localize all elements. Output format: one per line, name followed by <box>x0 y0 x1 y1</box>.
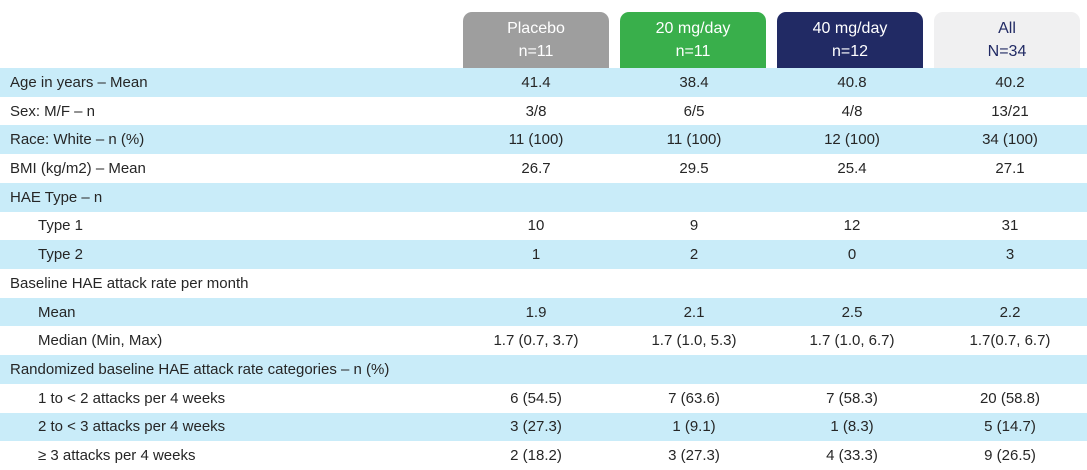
cell-20mg: 2 <box>689 246 699 264</box>
table-row-type1: Type 1 10 9 12 31 <box>0 212 1087 241</box>
column-subtitle: n=11 <box>518 43 554 60</box>
column-header-all: All N=34 <box>934 12 1080 68</box>
table-row-type2: Type 2 1 2 0 3 <box>0 240 1087 270</box>
cell-all: 31 <box>1001 217 1019 235</box>
cell-all: 27.1 <box>995 160 1025 178</box>
column-title: Placebo <box>507 20 565 37</box>
cell-placebo: 1.7 (0.7, 3.7) <box>493 332 579 350</box>
column-title: All <box>998 20 1016 37</box>
cell-placebo: 26.7 <box>521 160 551 178</box>
cell-20mg: 29.5 <box>679 160 709 178</box>
cell-all: 20 (58.8) <box>979 389 1041 407</box>
table-row-1to2-attacks: 1 to < 2 attacks per 4 weeks 6 (54.5) 7 … <box>0 384 1087 413</box>
table-row-race: Race: White – n (%) 11 (100) 11 (100) 12… <box>0 125 1087 155</box>
cell-placebo: 1.9 <box>525 303 547 321</box>
row-label: Type 2 <box>38 246 84 264</box>
cell-40mg: 2.5 <box>841 303 863 321</box>
row-label: BMI (kg/m2) – Mean <box>10 160 146 178</box>
table-row-2to3-attacks: 2 to < 3 attacks per 4 weeks 3 (27.3) 1 … <box>0 412 1087 442</box>
cell-20mg: 11 (100) <box>666 131 722 149</box>
cell-placebo: 3/8 <box>525 102 547 120</box>
column-headers: Placebo n=11 20 mg/day n=11 40 mg/day n=… <box>0 12 1087 68</box>
cell-40mg: 12 <box>843 217 861 235</box>
row-label: Baseline HAE attack rate per month <box>10 274 249 292</box>
table-row-median: Median (Min, Max) 1.7 (0.7, 3.7) 1.7 (1.… <box>0 326 1087 355</box>
cell-all: 1.7(0.7, 6.7) <box>969 332 1051 350</box>
cell-all: 40.2 <box>995 73 1025 91</box>
table-row-mean: Mean 1.9 2.1 2.5 2.2 <box>0 297 1087 327</box>
cell-all: 13/21 <box>991 102 1029 120</box>
cell-40mg: 40.8 <box>837 73 867 91</box>
table-row-bmi: BMI (kg/m2) – Mean 26.7 29.5 25.4 27.1 <box>0 154 1087 183</box>
cell-placebo: 41.4 <box>521 73 551 91</box>
column-title: 20 mg/day <box>655 20 731 37</box>
column-subtitle: n=12 <box>831 43 869 60</box>
cell-placebo: 6 (54.5) <box>510 389 562 407</box>
cell-placebo: 3 (27.3) <box>510 418 562 436</box>
row-label: Sex: M/F – n <box>10 102 96 120</box>
cell-all: 5 (14.7) <box>984 418 1036 436</box>
row-label: Median (Min, Max) <box>38 332 163 350</box>
row-label: 1 to < 2 attacks per 4 weeks <box>38 389 226 407</box>
cell-all: 3 <box>1005 246 1015 264</box>
row-label: HAE Type – n <box>10 188 103 206</box>
cell-20mg: 1.7 (1.0, 5.3) <box>651 332 737 350</box>
cell-placebo: 10 <box>527 217 545 235</box>
row-label: Randomized baseline HAE attack rate cate… <box>10 361 390 379</box>
cell-40mg: 25.4 <box>837 160 867 178</box>
cell-20mg: 1 (9.1) <box>672 418 716 436</box>
row-label: 2 to < 3 attacks per 4 weeks <box>38 418 226 436</box>
cell-placebo: 11 (100) <box>508 131 564 149</box>
cell-20mg: 38.4 <box>679 73 709 91</box>
row-label: Race: White – n (%) <box>10 131 145 149</box>
row-label: Age in years – Mean <box>10 73 148 91</box>
cell-20mg: 2.1 <box>683 303 705 321</box>
column-subtitle: N=34 <box>987 43 1027 60</box>
cell-placebo: 2 (18.2) <box>510 447 562 465</box>
cell-all: 2.2 <box>999 303 1021 321</box>
row-label: Mean <box>38 303 76 321</box>
cell-all: 9 (26.5) <box>984 447 1036 465</box>
cell-20mg: 3 (27.3) <box>668 447 720 465</box>
cell-40mg: 4/8 <box>841 102 863 120</box>
cell-40mg: 1 (8.3) <box>830 418 874 436</box>
column-title: 40 mg/day <box>812 20 888 37</box>
cell-40mg: 4 (33.3) <box>826 447 878 465</box>
table-body: Age in years – Mean 41.4 38.4 40.8 40.2 … <box>0 68 1087 470</box>
cell-placebo: 1 <box>531 246 541 264</box>
row-label: Type 1 <box>38 217 84 235</box>
column-subtitle: n=11 <box>675 43 711 60</box>
column-header-40mg: 40 mg/day n=12 <box>777 12 923 68</box>
cell-20mg: 6/5 <box>683 102 705 120</box>
cell-40mg: 12 (100) <box>824 131 880 149</box>
cell-20mg: 9 <box>689 217 699 235</box>
cell-40mg: 0 <box>847 246 857 264</box>
table-row-sex: Sex: M/F – n 3/8 6/5 4/8 13/21 <box>0 97 1087 126</box>
row-label: ≥ 3 attacks per 4 weeks <box>38 447 196 465</box>
column-header-20mg: 20 mg/day n=11 <box>620 12 766 68</box>
cell-all: 34 (100) <box>982 131 1038 149</box>
table-row-randomized-categories-header: Randomized baseline HAE attack rate cate… <box>0 355 1087 384</box>
table-row-hae-type-header: HAE Type – n <box>0 182 1087 212</box>
table-row-age: Age in years – Mean 41.4 38.4 40.8 40.2 <box>0 68 1087 97</box>
table-row-3plus-attacks: ≥ 3 attacks per 4 weeks 2 (18.2) 3 (27.3… <box>0 441 1087 470</box>
cell-40mg: 7 (58.3) <box>826 389 878 407</box>
table-row-baseline-attack-header: Baseline HAE attack rate per month <box>0 269 1087 298</box>
cell-20mg: 7 (63.6) <box>668 389 720 407</box>
column-header-placebo: Placebo n=11 <box>463 12 609 68</box>
cell-40mg: 1.7 (1.0, 6.7) <box>809 332 895 350</box>
